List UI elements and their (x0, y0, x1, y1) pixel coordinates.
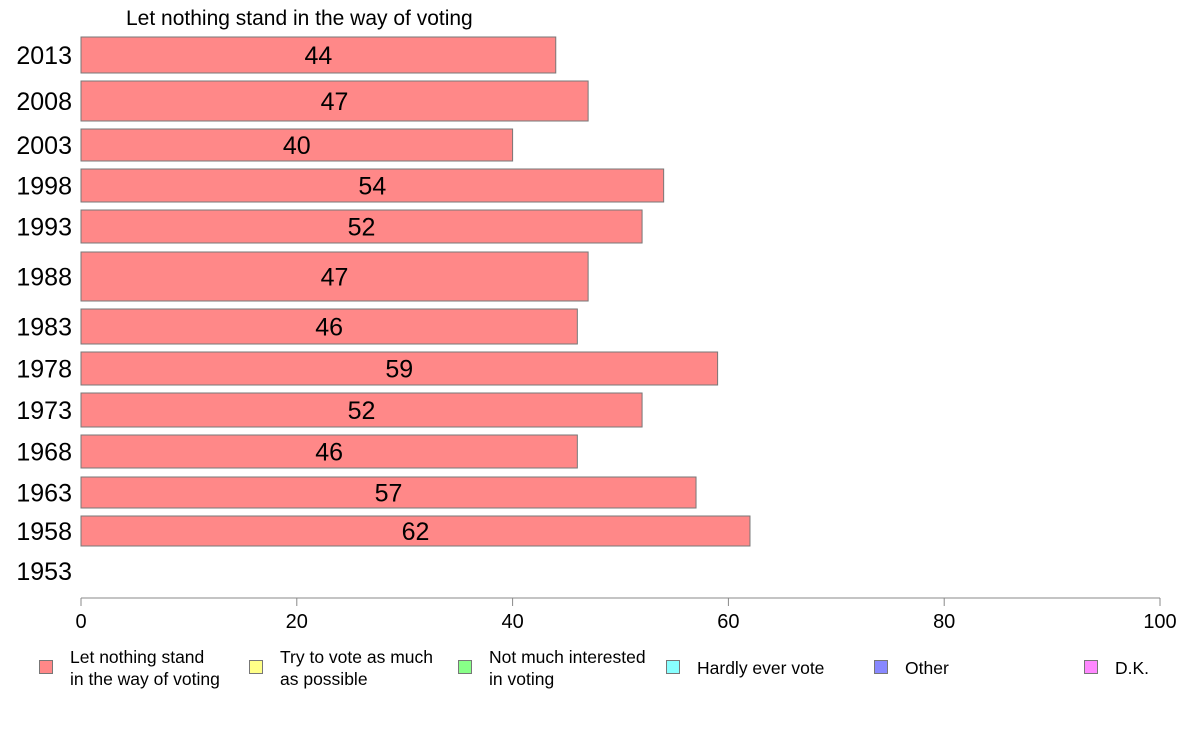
data-label: 52 (348, 214, 376, 242)
bar (80, 434, 578, 469)
bar (80, 80, 589, 122)
x-tick-label: 20 (286, 611, 308, 633)
legend-item: Not much interested in voting (458, 646, 646, 690)
legend: Let nothing stand in the way of voting Tr… (0, 646, 1188, 696)
legend-label: Hardly ever vote (697, 658, 825, 678)
y-tick-label: 1993 (16, 214, 72, 242)
y-axis-labels: 2013 2008 2003 1998 1993 1988 1983 1978 1973 1968… (16, 42, 72, 586)
legend-label: D.K. (1115, 658, 1150, 678)
legend-item: Let nothing stand in the way of voting (39, 646, 220, 690)
data-label: 59 (385, 356, 413, 384)
legend-label: Try to vote as much as possible (280, 647, 434, 689)
y-tick-label: 1968 (16, 439, 72, 467)
data-label: 52 (348, 397, 376, 425)
legend-swatch (874, 660, 888, 674)
data-label: 54 (358, 173, 386, 201)
bar (80, 36, 557, 74)
x-tick-label: 0 (75, 611, 86, 633)
x-tick-label: 80 (933, 611, 955, 633)
legend-item: Other (874, 646, 949, 679)
bar (80, 251, 589, 302)
data-label: 57 (375, 480, 403, 508)
x-tick-label: 40 (501, 611, 523, 633)
bar (80, 476, 697, 509)
legend-swatch (39, 660, 53, 674)
legend-swatch (458, 660, 472, 674)
y-tick-label: 1998 (16, 173, 72, 201)
y-tick-label: 1973 (16, 397, 72, 425)
bar (80, 168, 665, 203)
bar (80, 209, 643, 244)
y-tick-label: 1983 (16, 314, 72, 342)
y-tick-label: 1978 (16, 356, 72, 384)
y-tick-label: 2013 (16, 42, 72, 70)
x-axis: 0 20 40 60 80 100 (75, 597, 1177, 633)
bar (80, 308, 578, 345)
y-tick-label: 2008 (16, 88, 72, 116)
legend-label: Other (905, 658, 949, 678)
legend-item: Try to vote as much as possible (249, 646, 433, 690)
data-label: 47 (321, 264, 349, 292)
legend-label: Not much interested in voting (489, 647, 646, 689)
bar (80, 128, 514, 162)
legend-item: D.K. (1084, 646, 1149, 679)
legend-item: Hardly ever vote (666, 646, 824, 679)
data-label: 62 (402, 518, 430, 546)
chart-title: Let nothing stand in the way of voting (126, 7, 473, 30)
y-tick-label: 1958 (16, 518, 72, 546)
bar (80, 351, 719, 386)
data-label: 47 (321, 88, 349, 116)
y-tick-label: 1953 (16, 558, 72, 586)
data-label: 44 (304, 42, 332, 70)
x-tick-label: 100 (1143, 611, 1176, 633)
bar (80, 515, 751, 547)
legend-label: Let nothing stand in the way of voting (70, 647, 220, 689)
legend-swatch (666, 660, 680, 674)
y-tick-label: 1963 (16, 480, 72, 508)
data-label: 46 (315, 314, 343, 342)
y-tick-label: 1988 (16, 264, 72, 292)
legend-swatch (1084, 660, 1098, 674)
x-tick-label: 60 (717, 611, 739, 633)
legend-swatch (249, 660, 263, 674)
y-tick-label: 2003 (16, 132, 72, 160)
data-label: 46 (315, 439, 343, 467)
data-label: 40 (283, 132, 311, 160)
bar (80, 392, 643, 428)
